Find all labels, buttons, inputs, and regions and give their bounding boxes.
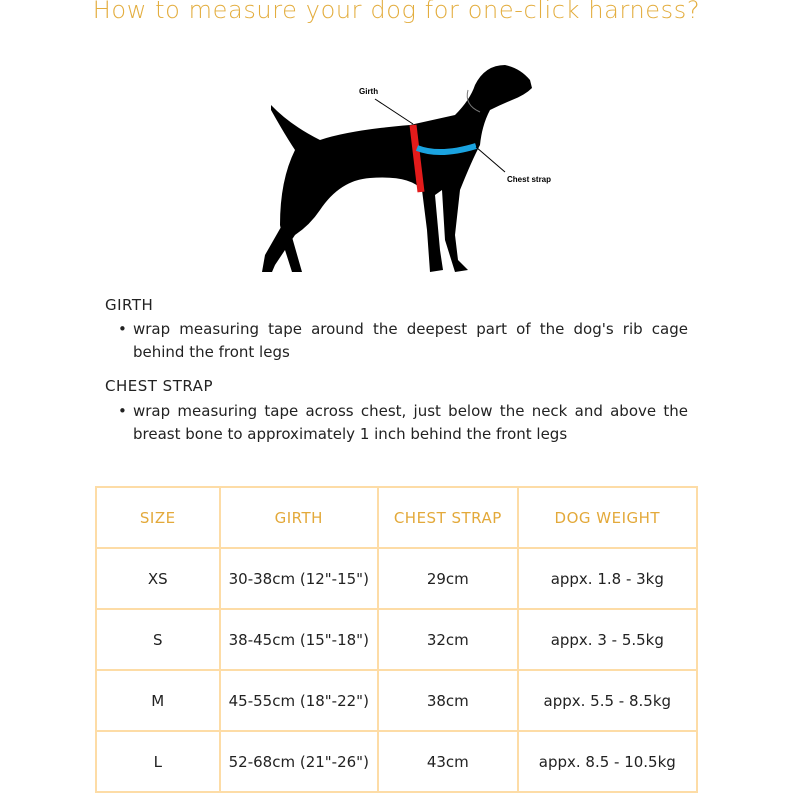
girth-label: Girth: [359, 87, 378, 96]
cell-chest-strap: 38cm: [377, 669, 519, 732]
cell-chest-strap: 32cm: [377, 608, 519, 671]
size-table: SIZE GIRTH CHEST STRAP DOG WEIGHT XS 30-…: [95, 486, 699, 793]
cell-size: S: [95, 608, 221, 671]
girth-pointer: [374, 98, 414, 125]
header-girth: GIRTH: [218, 486, 380, 549]
chest-strap-label: Chest strap: [507, 175, 551, 184]
cell-girth: 45-55cm (18"-22"): [218, 669, 380, 732]
cell-chest-strap: 43cm: [377, 730, 519, 793]
header-size: SIZE: [95, 486, 221, 549]
cell-size: L: [95, 730, 221, 793]
cell-dog-weight: appx. 8.5 - 10.5kg: [516, 730, 699, 793]
table-row: M 45-55cm (18"-22") 38cm appx. 5.5 - 8.5…: [95, 669, 699, 732]
table-row: L 52-68cm (21"-26") 43cm appx. 8.5 - 10.…: [95, 730, 699, 793]
cell-chest-strap: 29cm: [377, 547, 519, 610]
cell-dog-weight: appx. 3 - 5.5kg: [516, 608, 699, 671]
chest-strap: [415, 143, 477, 155]
girth-heading: GIRTH: [105, 296, 154, 314]
header-dog-weight: DOG WEIGHT: [516, 486, 699, 549]
chest-strap-instruction: wrap measuring tape across chest, just b…: [118, 400, 688, 446]
dog-silhouette: [262, 65, 532, 272]
girth-strap: [409, 124, 425, 193]
ear-outline: [466, 89, 481, 113]
cell-dog-weight: appx. 1.8 - 3kg: [516, 547, 699, 610]
page-title: How to measure your dog for one-click ha…: [92, 0, 701, 24]
girth-instruction: wrap measuring tape around the deepest p…: [118, 318, 688, 364]
chest-pointer: [475, 146, 506, 173]
cell-girth: 30-38cm (12"-15"): [218, 547, 380, 610]
chest-strap-heading: CHEST STRAP: [105, 377, 213, 395]
cell-size: XS: [95, 547, 221, 610]
table-row: XS 30-38cm (12"-15") 29cm appx. 1.8 - 3k…: [95, 547, 699, 610]
cell-girth: 38-45cm (15"-18"): [218, 608, 380, 671]
dog-measurement-diagram: Girth Chest strap: [262, 65, 551, 272]
cell-dog-weight: appx. 5.5 - 8.5kg: [516, 669, 699, 732]
cell-size: M: [95, 669, 221, 732]
cell-girth: 52-68cm (21"-26"): [218, 730, 380, 793]
table-header-row: SIZE GIRTH CHEST STRAP DOG WEIGHT: [95, 486, 699, 549]
table-row: S 38-45cm (15"-18") 32cm appx. 3 - 5.5kg: [95, 608, 699, 671]
header-chest-strap: CHEST STRAP: [377, 486, 519, 549]
